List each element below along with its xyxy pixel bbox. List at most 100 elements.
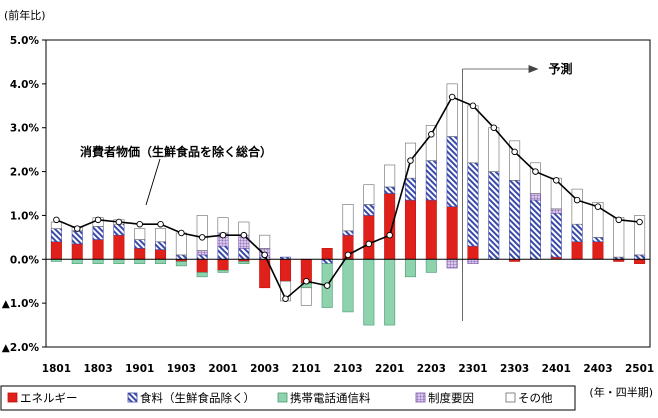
legend-box [0, 385, 576, 411]
other-bar [634, 215, 646, 256]
y-tick-label: ▲2.0% [2, 342, 40, 354]
food-bar [134, 239, 146, 249]
policy-legend-swatch [415, 392, 426, 403]
y-axis-title: (前年比) [4, 8, 46, 22]
mobile-bar [384, 258, 396, 326]
mobile-bar [175, 261, 187, 267]
y-tick-label: 2.0% [10, 167, 40, 179]
food-bar [592, 237, 604, 243]
mobile-bar [363, 258, 375, 326]
x-tick-label: 1903 [167, 363, 196, 375]
bar-stacks [50, 83, 646, 326]
cpi-point [615, 216, 623, 224]
cpi-point [636, 218, 643, 226]
x-tick-label: 1803 [83, 363, 112, 375]
energy-bar [280, 258, 292, 282]
cpi-point [532, 168, 539, 175]
line-callout-label: 消費者物価（生鮮食品を除く総合） [80, 144, 272, 159]
cpi-point [94, 216, 102, 224]
food-bar [425, 160, 437, 201]
cpi-line-points [53, 93, 643, 303]
other-legend-label: その他 [518, 391, 553, 405]
x-tick-label: 2301 [458, 363, 487, 375]
cpi-point [344, 251, 352, 259]
energy-bar [363, 215, 375, 260]
food-bar [342, 230, 354, 236]
other-bar [175, 232, 187, 256]
other-bar [363, 184, 375, 205]
mobile-legend-swatch [277, 392, 288, 403]
food-bar [384, 186, 396, 194]
policy-bar [196, 250, 208, 256]
cpi-point [198, 234, 206, 241]
forecast-arrow-head [528, 65, 539, 73]
x-tick-label: 2101 [292, 363, 321, 375]
food-bar [404, 177, 416, 201]
energy-bar [155, 249, 167, 260]
mobile-bar [92, 258, 104, 264]
y-tick-label: 1.0% [10, 210, 40, 222]
cpi-point [178, 229, 185, 237]
mobile-bar [71, 258, 83, 264]
cpi-point [73, 225, 81, 232]
food-bar [50, 228, 62, 243]
policy-bar [529, 193, 541, 201]
energy-bar [134, 248, 146, 260]
plot-frame [45, 39, 651, 348]
food-bar [92, 226, 104, 240]
cpi-point [573, 196, 581, 204]
mobile-bar [238, 261, 250, 264]
mobile-bar [425, 258, 437, 273]
other-bar [425, 125, 437, 161]
cpi-point [303, 277, 310, 285]
cpi-point [219, 231, 227, 239]
food-bar [363, 204, 375, 216]
energy-bar [467, 245, 479, 260]
other-bar [467, 105, 479, 164]
x-axis-labels: 1801 1803 1901 1903 2001 2003 2101 2103 2201 2203… [42, 363, 654, 375]
food-bar [446, 136, 458, 207]
x-tick-label: 2201 [375, 363, 404, 375]
energy-bar [113, 234, 125, 260]
cpi-point [136, 220, 143, 228]
other-bar [300, 287, 312, 306]
forecast-label: 予測 [549, 61, 573, 76]
cpi-point [365, 240, 373, 248]
x-tick-label: 2303 [500, 363, 529, 375]
mobile-bar [196, 272, 208, 278]
cpi-point [240, 231, 248, 239]
mobile-bar [113, 258, 125, 264]
energy-bar [384, 193, 396, 260]
food-legend-label: 食料（生鮮食品除く） [140, 391, 255, 405]
energy-bar [217, 258, 229, 271]
cpi-point [448, 93, 456, 101]
cpi-point [323, 282, 331, 289]
mobile-legend-label: 携帯電話通信料 [290, 391, 371, 405]
food-bar [113, 223, 125, 236]
policy-bar [467, 258, 479, 264]
x-tick-label: 2501 [625, 363, 654, 375]
y-axis-ticks: 5.0% 4.0% 3.0% 2.0% 1.0% 0.0% ▲1.0% ▲2.0% [2, 35, 46, 354]
policy-bar [446, 258, 458, 269]
energy-bar [71, 243, 83, 260]
other-bar [196, 215, 208, 251]
food-bar [488, 171, 500, 260]
other-bar [592, 201, 604, 238]
food-bar [155, 241, 167, 250]
energy-bar [321, 248, 333, 260]
cpi-point [511, 148, 518, 156]
cpi-point [282, 295, 289, 303]
other-bar [529, 162, 541, 194]
cpi-point [407, 157, 414, 164]
food-bar [571, 223, 583, 243]
food-bar [550, 212, 562, 258]
cpi-point [157, 220, 164, 228]
line-callout-leader [145, 158, 161, 206]
other-bar [134, 228, 146, 240]
food-bar [509, 180, 521, 260]
other-bar [217, 217, 229, 234]
cpi-point [594, 203, 602, 210]
food-bar [175, 254, 187, 260]
other-bar [613, 217, 625, 258]
